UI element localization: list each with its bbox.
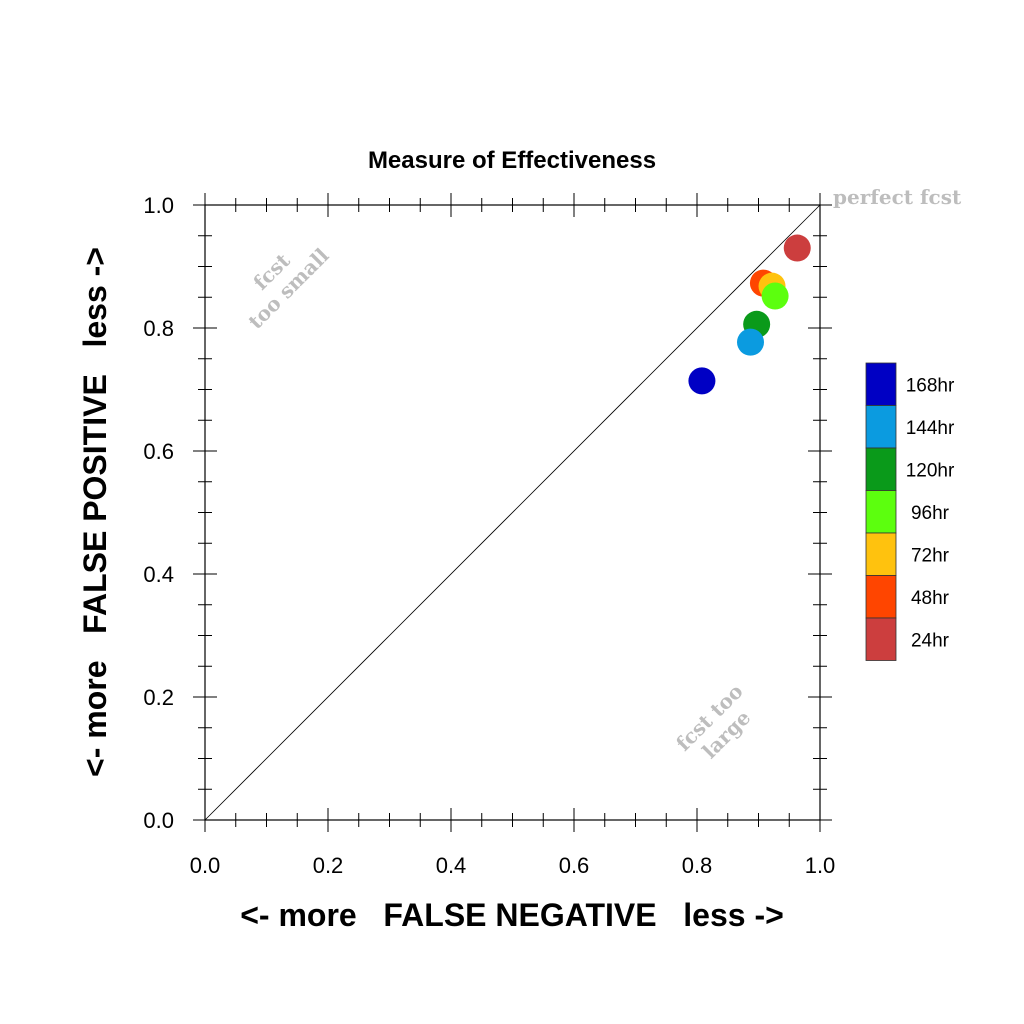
y-tick-label: 0.4 xyxy=(143,562,174,587)
y-tick-label: 0.6 xyxy=(143,439,174,464)
y-tick-label: 0.0 xyxy=(143,808,174,833)
x-tick-label: 1.0 xyxy=(805,853,836,878)
legend-swatch-120hr xyxy=(865,447,897,491)
axis-ticks xyxy=(193,193,832,832)
legend-label-120hr: 120hr xyxy=(906,460,955,481)
legend: 168hr 144hr 120hr 96hr 72hr 48hr 24hr xyxy=(865,362,955,661)
data-point-24hr xyxy=(783,234,811,262)
annotation-too-large: fcst too large xyxy=(671,679,755,763)
legend-swatch-144hr xyxy=(865,405,897,449)
x-tick-label: 0.6 xyxy=(559,853,590,878)
x-tick-label: 0.2 xyxy=(313,853,344,878)
y-axis-title: <- more FALSE POSITIVE less -> xyxy=(77,247,113,777)
x-tick-label: 0.4 xyxy=(436,853,467,878)
x-axis-title: <- more FALSE NEGATIVE less -> xyxy=(240,897,784,933)
legend-swatch-72hr xyxy=(865,532,897,576)
legend-label-96hr: 96hr xyxy=(911,503,950,524)
x-tick-label: 0.8 xyxy=(682,853,713,878)
annotation-too-small-line2: too small xyxy=(243,243,333,333)
data-point-96hr xyxy=(761,282,789,310)
legend-swatch-48hr xyxy=(865,575,897,619)
data-points xyxy=(688,234,811,395)
chart-title: Measure of Effectiveness xyxy=(368,147,656,174)
axis-tick-labels: 0.0 0.2 0.4 0.6 0.8 1.0 0.0 0.2 0.4 0.6 0.8 1.0 xyxy=(143,193,835,878)
perfect-forecast-diagonal xyxy=(204,204,821,821)
annotation-too-small: fcst too small xyxy=(243,243,333,333)
legend-swatch-168hr xyxy=(865,362,897,406)
legend-swatch-24hr xyxy=(865,617,897,661)
legend-label-72hr: 72hr xyxy=(911,545,950,566)
legend-label-48hr: 48hr xyxy=(911,588,950,609)
x-tick-label: 0.0 xyxy=(190,853,221,878)
y-tick-label: 1.0 xyxy=(143,193,174,218)
legend-label-168hr: 168hr xyxy=(906,375,955,396)
legend-label-144hr: 144hr xyxy=(906,418,955,439)
data-point-144hr xyxy=(737,328,765,356)
annotation-perfect-fcst: perfect fcst xyxy=(833,185,962,209)
y-tick-label: 0.2 xyxy=(143,685,174,710)
legend-label-24hr: 24hr xyxy=(911,630,950,651)
y-tick-label: 0.8 xyxy=(143,316,174,341)
data-point-168hr xyxy=(688,367,716,395)
legend-swatch-96hr xyxy=(865,490,897,534)
